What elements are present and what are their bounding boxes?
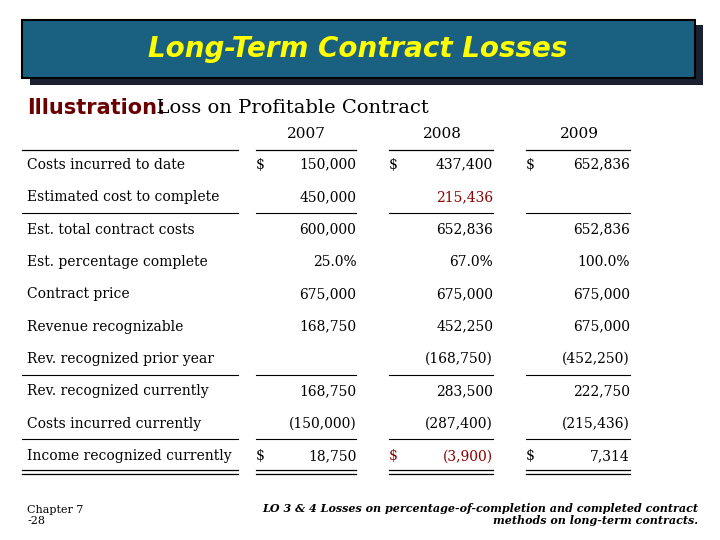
Text: LO 3 & 4 Losses on percentage-of-completion and completed contract
methods on lo: LO 3 & 4 Losses on percentage-of-complet… bbox=[262, 503, 698, 526]
Text: 452,250: 452,250 bbox=[436, 320, 493, 334]
Text: 215,436: 215,436 bbox=[436, 190, 493, 204]
Text: Rev. recognized prior year: Rev. recognized prior year bbox=[27, 352, 215, 366]
Text: 150,000: 150,000 bbox=[300, 158, 356, 172]
Text: 675,000: 675,000 bbox=[300, 287, 356, 301]
Text: 2008: 2008 bbox=[423, 127, 462, 141]
Text: Costs incurred to date: Costs incurred to date bbox=[27, 158, 185, 172]
Text: (452,250): (452,250) bbox=[562, 352, 630, 366]
Text: $: $ bbox=[256, 158, 264, 172]
Text: 7,314: 7,314 bbox=[590, 449, 630, 463]
Text: 100.0%: 100.0% bbox=[577, 255, 630, 269]
Text: Income recognized currently: Income recognized currently bbox=[27, 449, 232, 463]
Text: 652,836: 652,836 bbox=[573, 158, 630, 172]
Text: Loss on Profitable Contract: Loss on Profitable Contract bbox=[144, 99, 428, 117]
Text: Est. total contract costs: Est. total contract costs bbox=[27, 222, 195, 237]
Text: (215,436): (215,436) bbox=[562, 417, 630, 431]
Text: 2007: 2007 bbox=[287, 127, 325, 141]
Text: 437,400: 437,400 bbox=[436, 158, 493, 172]
Text: (287,400): (287,400) bbox=[426, 417, 493, 431]
Text: Revenue recognizable: Revenue recognizable bbox=[27, 320, 184, 334]
Text: 675,000: 675,000 bbox=[573, 320, 630, 334]
Text: $: $ bbox=[526, 158, 534, 172]
Text: 168,750: 168,750 bbox=[300, 384, 356, 399]
Text: 675,000: 675,000 bbox=[436, 287, 493, 301]
Text: 283,500: 283,500 bbox=[436, 384, 493, 399]
Text: 2009: 2009 bbox=[560, 127, 599, 141]
Text: 168,750: 168,750 bbox=[300, 320, 356, 334]
Text: (150,000): (150,000) bbox=[289, 417, 356, 431]
Text: Estimated cost to complete: Estimated cost to complete bbox=[27, 190, 220, 204]
Text: 25.0%: 25.0% bbox=[312, 255, 356, 269]
Text: Contract price: Contract price bbox=[27, 287, 130, 301]
Text: 67.0%: 67.0% bbox=[449, 255, 493, 269]
Text: Est. percentage complete: Est. percentage complete bbox=[27, 255, 208, 269]
Text: 675,000: 675,000 bbox=[573, 287, 630, 301]
Text: Illustration:: Illustration: bbox=[27, 98, 166, 118]
Text: Chapter 7
-28: Chapter 7 -28 bbox=[27, 505, 84, 526]
Text: Long-Term Contract Losses: Long-Term Contract Losses bbox=[148, 35, 567, 63]
Text: $: $ bbox=[389, 449, 397, 463]
Text: 450,000: 450,000 bbox=[300, 190, 356, 204]
Text: Costs incurred currently: Costs incurred currently bbox=[27, 417, 202, 431]
Text: (3,900): (3,900) bbox=[443, 449, 493, 463]
Text: $: $ bbox=[389, 158, 397, 172]
Text: 600,000: 600,000 bbox=[300, 222, 356, 237]
Text: $: $ bbox=[256, 449, 264, 463]
Text: (168,750): (168,750) bbox=[426, 352, 493, 366]
Text: Rev. recognized currently: Rev. recognized currently bbox=[27, 384, 209, 399]
Text: 18,750: 18,750 bbox=[308, 449, 356, 463]
Text: $: $ bbox=[526, 449, 534, 463]
FancyBboxPatch shape bbox=[30, 25, 703, 85]
Text: 652,836: 652,836 bbox=[573, 222, 630, 237]
FancyBboxPatch shape bbox=[22, 20, 695, 78]
Text: 652,836: 652,836 bbox=[436, 222, 493, 237]
Text: 222,750: 222,750 bbox=[573, 384, 630, 399]
